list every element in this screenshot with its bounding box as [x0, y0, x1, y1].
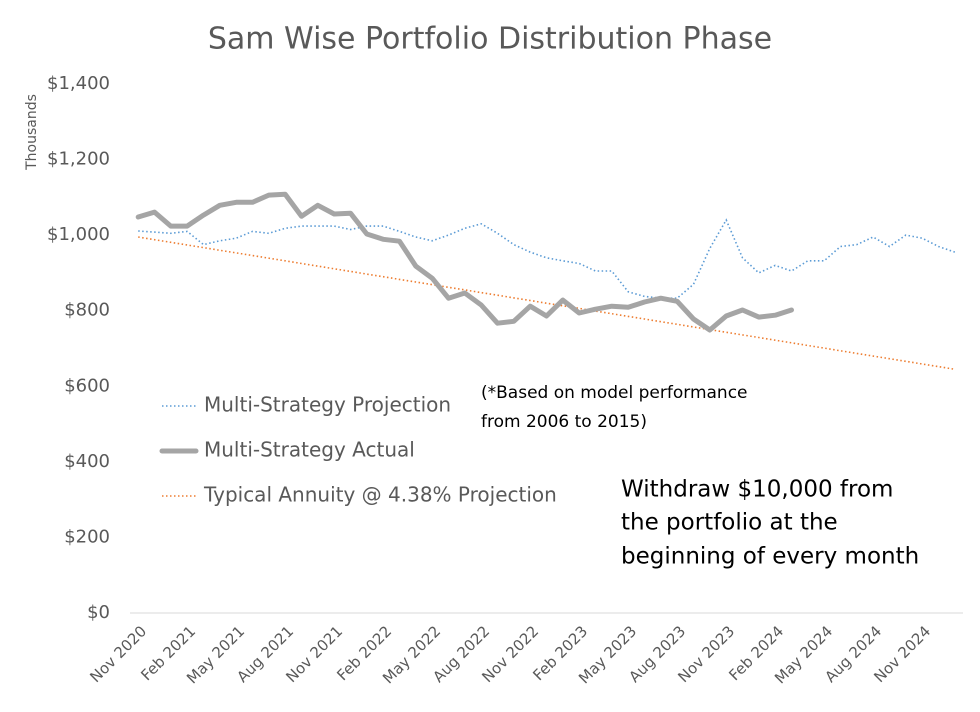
- legend-label: Multi-Strategy Actual: [204, 438, 415, 462]
- annotation: beginning of every month: [621, 544, 919, 570]
- annotation: the portfolio at the: [621, 510, 838, 536]
- y-tick-label: $800: [64, 300, 110, 321]
- series-line: [138, 236, 955, 371]
- y-tick-label: $1,400: [47, 73, 110, 94]
- chart-title: Sam Wise Portfolio Distribution Phase: [208, 22, 772, 57]
- y-tick-label: $200: [64, 526, 110, 547]
- y-tick-label: $1,000: [47, 224, 110, 245]
- annotation: from 2006 to 2015): [481, 412, 647, 432]
- annotation: Withdraw $10,000 from: [621, 477, 893, 503]
- legend-label: Multi-Strategy Projection: [204, 393, 451, 417]
- annotation: (*Based on model performance: [481, 383, 748, 403]
- y-tick-label: $600: [64, 375, 110, 396]
- legend-label: Typical Annuity @ 4.38% Projection: [203, 483, 557, 507]
- series-line: [138, 218, 956, 299]
- y-tick-label: $400: [64, 451, 110, 472]
- series-line: [135, 191, 794, 333]
- y-axis-title: Thousands: [24, 94, 40, 171]
- y-tick-label: $0: [87, 602, 110, 623]
- y-tick-label: $1,200: [47, 149, 110, 170]
